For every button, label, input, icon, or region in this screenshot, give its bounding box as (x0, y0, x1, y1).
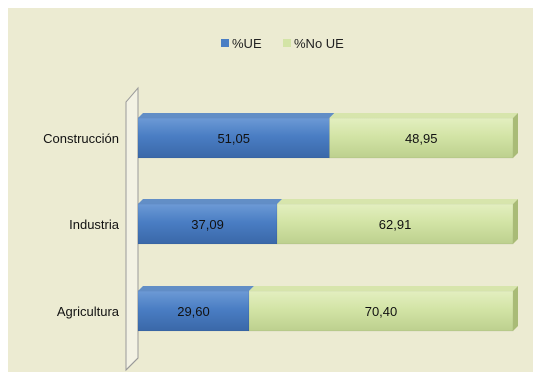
data-label: 70,40 (365, 304, 398, 319)
legend-swatch-ue (221, 39, 229, 47)
bar-no-ue (329, 113, 518, 159)
bar-end-face (513, 199, 518, 244)
data-label: 29,60 (177, 304, 210, 319)
category-label: Agricultura (57, 304, 120, 319)
bar-front-face (137, 290, 250, 332)
bar-no-ue (248, 286, 518, 332)
bar-top-face (329, 113, 518, 118)
category-label: Industria (69, 217, 120, 232)
data-label: 48,95 (405, 131, 438, 146)
bar-ue (137, 199, 283, 245)
chart-area: %UE %No UE Construcción Industria Agricult… (8, 8, 533, 372)
bar-top-face (138, 199, 283, 204)
bar-front-face (329, 117, 514, 159)
bar-top-face (249, 286, 518, 291)
bar-end-face (513, 286, 518, 331)
bar-top-face (277, 199, 518, 204)
data-label: 37,09 (191, 217, 224, 232)
bar-top-face (138, 286, 254, 291)
legend-swatch-no-ue (283, 39, 291, 47)
data-label: 51,05 (217, 131, 250, 146)
data-label: 62,91 (379, 217, 412, 232)
category-label: Construcción (43, 131, 119, 146)
bar-no-ue (276, 199, 518, 245)
stacked-bar-chart: %UE %No UE Construcción Industria Agricult… (43, 36, 518, 372)
bar-top-face (138, 113, 335, 118)
legend-label-ue: %UE (232, 36, 262, 51)
axis-wall (125, 86, 139, 372)
bar-ue (137, 286, 254, 332)
bar-front-face (137, 203, 278, 245)
bar-front-face (137, 117, 330, 159)
legend-label-no-ue: %No UE (294, 36, 344, 51)
bar-ue (137, 113, 335, 159)
bar-end-face (513, 113, 518, 158)
legend: %UE %No UE (221, 36, 344, 51)
axis-wall-floor (125, 357, 139, 371)
